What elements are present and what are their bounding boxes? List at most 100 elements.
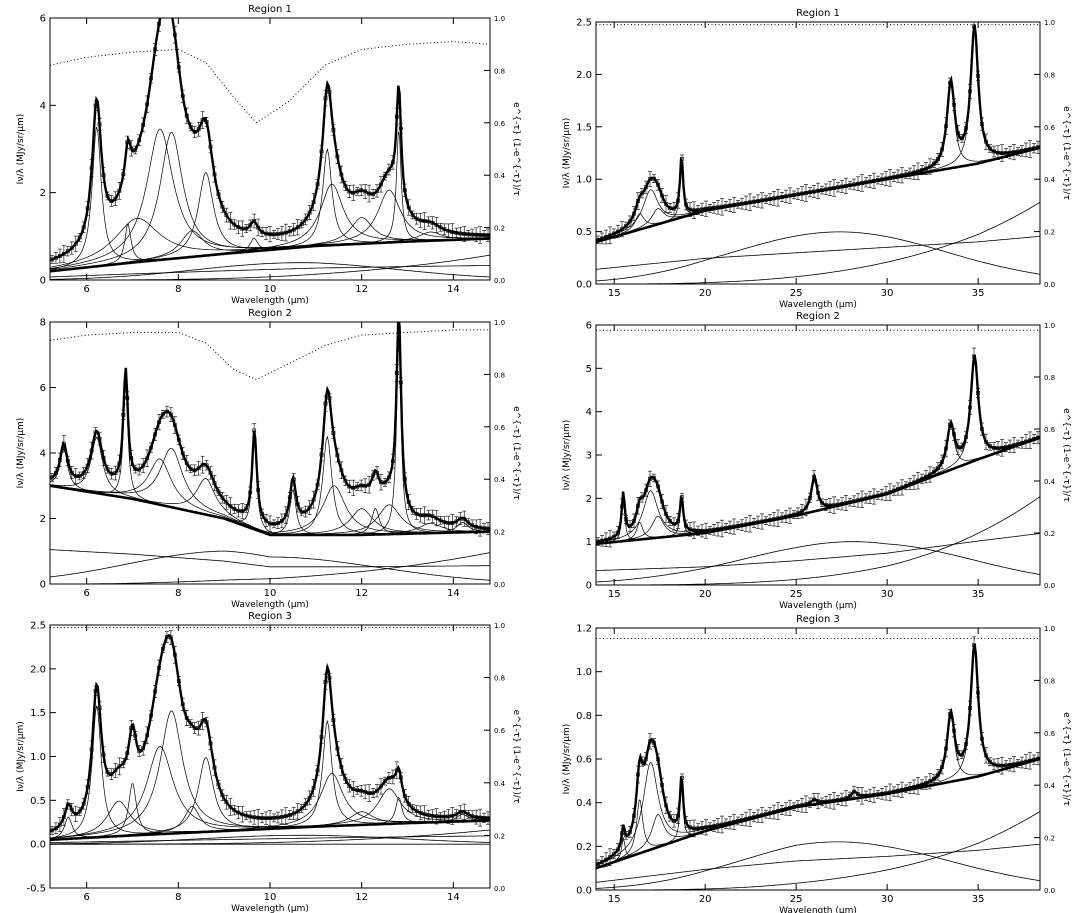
- data-point: [688, 825, 692, 830]
- data-point: [920, 782, 924, 787]
- data-point: [732, 819, 736, 824]
- data-point: [462, 231, 467, 236]
- data-point: [756, 199, 760, 203]
- data-point: [952, 102, 956, 107]
- y2-tick-label: 0.4: [1044, 176, 1056, 184]
- data-point: [988, 146, 992, 151]
- continuum-component-2: [596, 841, 1040, 889]
- data-point: [387, 475, 391, 480]
- data-point: [660, 783, 664, 787]
- data-point: [359, 483, 364, 488]
- y-tick-label: 4: [40, 449, 46, 460]
- data-point: [402, 188, 407, 193]
- data-point: [260, 229, 264, 234]
- data-point: [319, 735, 324, 739]
- data-point: [984, 439, 988, 444]
- data-point: [105, 467, 110, 472]
- data-point: [996, 763, 1000, 768]
- data-point: [792, 512, 796, 517]
- data-point: [172, 652, 177, 657]
- data-point: [394, 768, 399, 773]
- data-point: [1032, 757, 1036, 762]
- data-point: [240, 812, 245, 817]
- data-point: [474, 232, 479, 237]
- y2-tick-label: 1.0: [1044, 19, 1055, 27]
- data-point: [390, 160, 395, 165]
- data-point: [216, 782, 221, 787]
- data-point: [220, 793, 225, 798]
- data-point: [482, 816, 486, 820]
- y2-tick-label: 0.8: [1044, 677, 1055, 685]
- data-point: [680, 495, 684, 500]
- data-point: [244, 226, 249, 231]
- data-point: [612, 852, 616, 857]
- data-point: [788, 805, 792, 810]
- y-tick-label: 4: [40, 101, 46, 112]
- data-point: [720, 204, 724, 209]
- data-point: [852, 789, 856, 794]
- data-point: [992, 149, 996, 154]
- data-point: [900, 173, 904, 178]
- data-point: [204, 120, 209, 124]
- data-point: [121, 172, 126, 177]
- data-point: [355, 788, 360, 793]
- x-tick-label: 15: [608, 288, 621, 299]
- data-point: [482, 233, 486, 237]
- x-tick-label: 25: [790, 894, 803, 905]
- data-point: [339, 172, 344, 177]
- x-tick-label: 35: [972, 894, 985, 905]
- data-point: [724, 525, 728, 530]
- data-point: [331, 718, 336, 723]
- x-tick-label: 14: [447, 892, 460, 903]
- data-point: [418, 218, 423, 223]
- y-tick-label: 1.0: [576, 175, 592, 186]
- data-point: [940, 460, 944, 464]
- data-point: [992, 762, 996, 767]
- y-tick-label: 5: [586, 364, 592, 375]
- y-tick-label: 1.0: [30, 752, 46, 763]
- data-point: [311, 785, 316, 790]
- data-point: [224, 500, 229, 505]
- data-point: [256, 815, 261, 820]
- data-point: [89, 747, 94, 752]
- data-point: [379, 784, 383, 789]
- data-point: [315, 182, 320, 187]
- data-point: [208, 471, 213, 475]
- data-point: [992, 445, 996, 450]
- data-point: [960, 445, 964, 449]
- data-point: [944, 124, 948, 129]
- data-point: [351, 485, 356, 490]
- data-point: [632, 211, 636, 216]
- x-tick-label: 6: [83, 284, 89, 295]
- data-point: [804, 802, 808, 807]
- data-point: [660, 193, 664, 198]
- data-point: [406, 500, 411, 504]
- data-point: [648, 177, 652, 181]
- data-point: [406, 802, 411, 806]
- data-point: [736, 202, 740, 207]
- data-point: [1032, 146, 1036, 151]
- data-point: [680, 156, 684, 161]
- data-point: [956, 750, 960, 755]
- y-tick-label: 2: [40, 514, 46, 525]
- data-point: [153, 432, 157, 437]
- data-point: [73, 474, 78, 478]
- data-point: [976, 690, 980, 695]
- y2-axis-label: e^{-τ} (1-e^{-τ})/τ: [511, 102, 521, 196]
- data-point: [840, 501, 844, 506]
- data-point: [323, 401, 328, 406]
- data-point: [93, 103, 98, 108]
- line-component-9: [596, 646, 1040, 869]
- data-point: [61, 814, 66, 819]
- data-point: [720, 822, 724, 827]
- y2-tick-label: 0.2: [1044, 530, 1055, 538]
- data-point: [948, 712, 952, 716]
- data-point: [446, 228, 451, 233]
- data-point: [145, 733, 150, 738]
- data-point: [820, 188, 824, 192]
- y-tick-label: 1.2: [576, 624, 592, 635]
- data-point: [176, 679, 181, 683]
- data-point: [426, 813, 431, 818]
- data-point: [165, 409, 169, 414]
- data-point: [426, 513, 431, 518]
